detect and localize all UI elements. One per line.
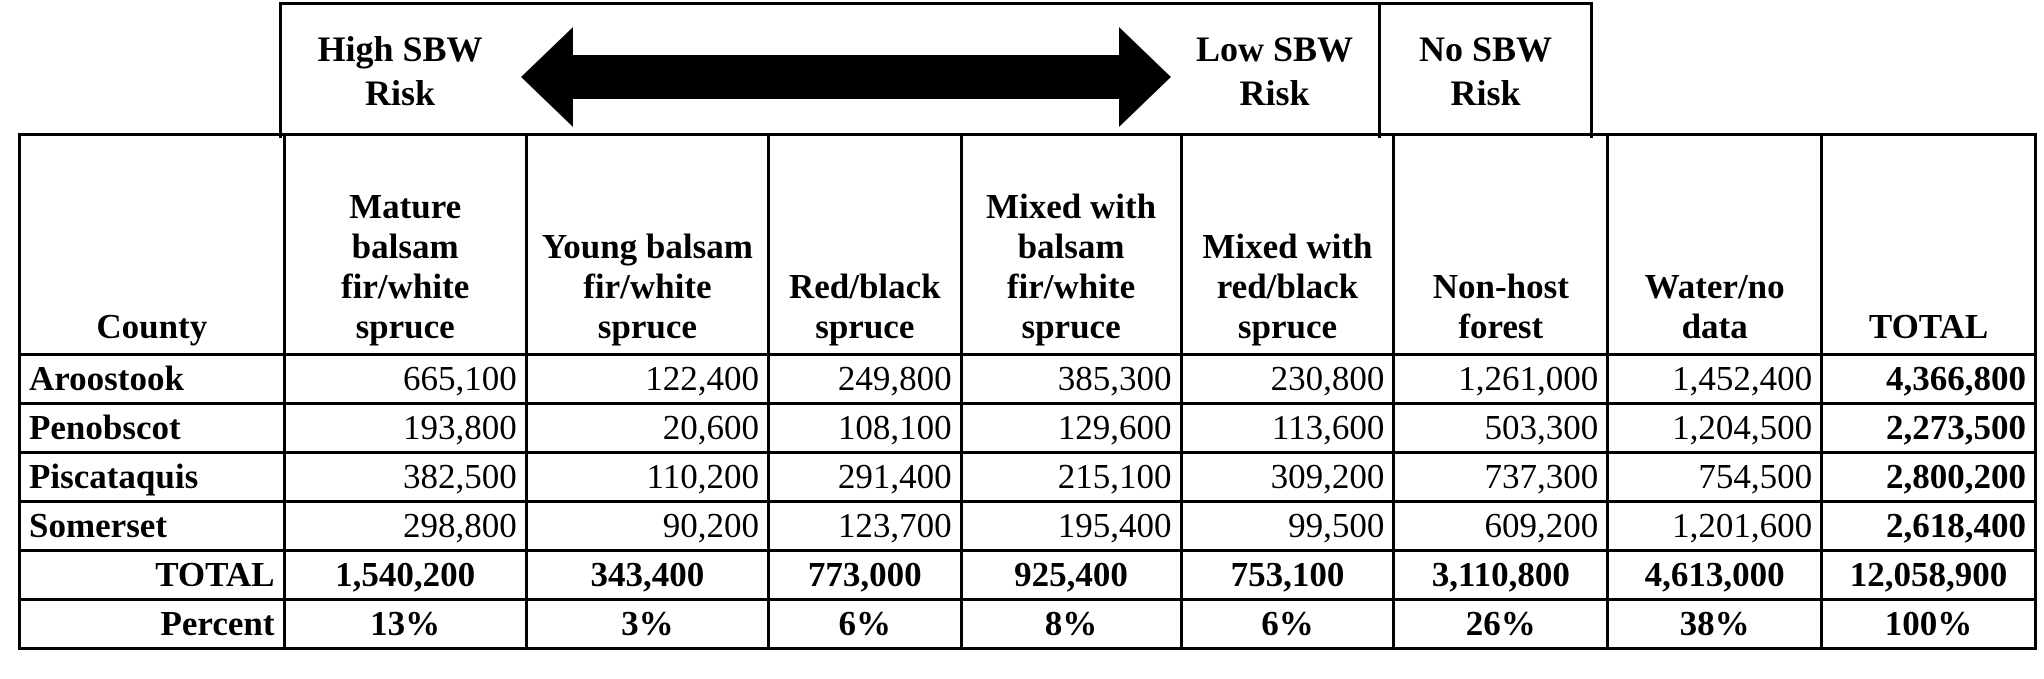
percent-cell: 26%	[1392, 598, 1610, 650]
table-cell: 737,300	[1392, 451, 1610, 503]
table-cell: 99,500	[1179, 500, 1396, 552]
table-cell: 298,800	[282, 500, 528, 552]
table-cell: 110,200	[524, 451, 771, 503]
percent-cell: 38%	[1606, 598, 1824, 650]
header-row: County Mature balsam fir/white spruce Yo…	[18, 133, 2037, 356]
total-cell: 773,000	[767, 549, 963, 601]
table-cell: 195,400	[959, 500, 1183, 552]
grand-total-cell: 12,058,900	[1820, 549, 2037, 601]
table-cell: 90,200	[524, 500, 771, 552]
col-header-young-balsam: Young balsam fir/white spruce	[524, 133, 771, 356]
row-total: 2,273,500	[1820, 402, 2037, 454]
table-cell: 609,200	[1392, 500, 1610, 552]
table-cell: 382,500	[282, 451, 528, 503]
table-cell: 309,200	[1179, 451, 1396, 503]
total-cell: 753,100	[1179, 549, 1396, 601]
table-row: Somerset 298,800 90,200 123,700 195,400 …	[18, 500, 2037, 552]
table-cell: 665,100	[282, 353, 528, 405]
table-row: Piscataquis 382,500 110,200 291,400 215,…	[18, 451, 2037, 503]
col-header-total: TOTAL	[1820, 133, 2037, 356]
table-cell: 1,452,400	[1606, 353, 1824, 405]
table-cell: 113,600	[1179, 402, 1396, 454]
table-row: Aroostook 665,100 122,400 249,800 385,30…	[18, 353, 2037, 405]
table-cell: 503,300	[1392, 402, 1610, 454]
table-cell: 230,800	[1179, 353, 1396, 405]
col-header-county: County	[18, 133, 286, 356]
no-risk-label: No SBW Risk	[1378, 5, 1593, 138]
county-name: Penobscot	[18, 402, 286, 454]
total-cell: 4,613,000	[1606, 549, 1824, 601]
percent-cell: 13%	[282, 598, 528, 650]
table-cell: 20,600	[524, 402, 771, 454]
double-arrow-icon	[521, 27, 1171, 127]
table-cell: 754,500	[1606, 451, 1824, 503]
county-name: Somerset	[18, 500, 286, 552]
county-name: Aroostook	[18, 353, 286, 405]
row-total: 4,366,800	[1820, 353, 2037, 405]
row-total: 2,618,400	[1820, 500, 2037, 552]
total-cell: 343,400	[524, 549, 771, 601]
table-cell: 129,600	[959, 402, 1183, 454]
high-risk-label: High SBW Risk	[279, 5, 518, 138]
table-cell: 215,100	[959, 451, 1183, 503]
forest-acreage-table: County Mature balsam fir/white spruce Yo…	[18, 133, 2037, 650]
total-row-label: TOTAL	[18, 549, 286, 601]
col-header-mixed-balsam: Mixed with balsam fir/white spruce	[959, 133, 1183, 356]
percent-row-label: Percent	[18, 598, 286, 650]
col-header-mature-balsam: Mature balsam fir/white spruce	[282, 133, 528, 356]
total-cell: 1,540,200	[282, 549, 528, 601]
county-name: Piscataquis	[18, 451, 286, 503]
total-row: TOTAL 1,540,200 343,400 773,000 925,400 …	[18, 549, 2037, 601]
table-cell: 1,204,500	[1606, 402, 1824, 454]
risk-header-row: High SBW Risk Low SBW Risk No SBW Risk	[279, 2, 1593, 138]
percent-cell: 6%	[767, 598, 963, 650]
table-cell: 193,800	[282, 402, 528, 454]
table-row: Penobscot 193,800 20,600 108,100 129,600…	[18, 402, 2037, 454]
col-header-water: Water/no data	[1606, 133, 1824, 356]
table-cell: 1,201,600	[1606, 500, 1824, 552]
table-cell: 1,261,000	[1392, 353, 1610, 405]
percent-cell: 100%	[1820, 598, 2037, 650]
table-cell: 291,400	[767, 451, 963, 503]
percent-cell: 3%	[524, 598, 771, 650]
percent-row: Percent 13% 3% 6% 8% 6% 26% 38% 100%	[18, 598, 2037, 650]
percent-cell: 6%	[1179, 598, 1396, 650]
col-header-mixed-red-black: Mixed with red/black spruce	[1179, 133, 1396, 356]
low-risk-label: Low SBW Risk	[1195, 29, 1354, 113]
table-cell: 108,100	[767, 402, 963, 454]
table-cell: 249,800	[767, 353, 963, 405]
table-cell: 385,300	[959, 353, 1183, 405]
total-cell: 925,400	[959, 549, 1183, 601]
table-cell: 122,400	[524, 353, 771, 405]
total-cell: 3,110,800	[1392, 549, 1610, 601]
percent-cell: 8%	[959, 598, 1183, 650]
col-header-red-black-spruce: Red/black spruce	[767, 133, 963, 356]
table-cell: 123,700	[767, 500, 963, 552]
col-header-non-host: Non-host forest	[1392, 133, 1610, 356]
row-total: 2,800,200	[1820, 451, 2037, 503]
